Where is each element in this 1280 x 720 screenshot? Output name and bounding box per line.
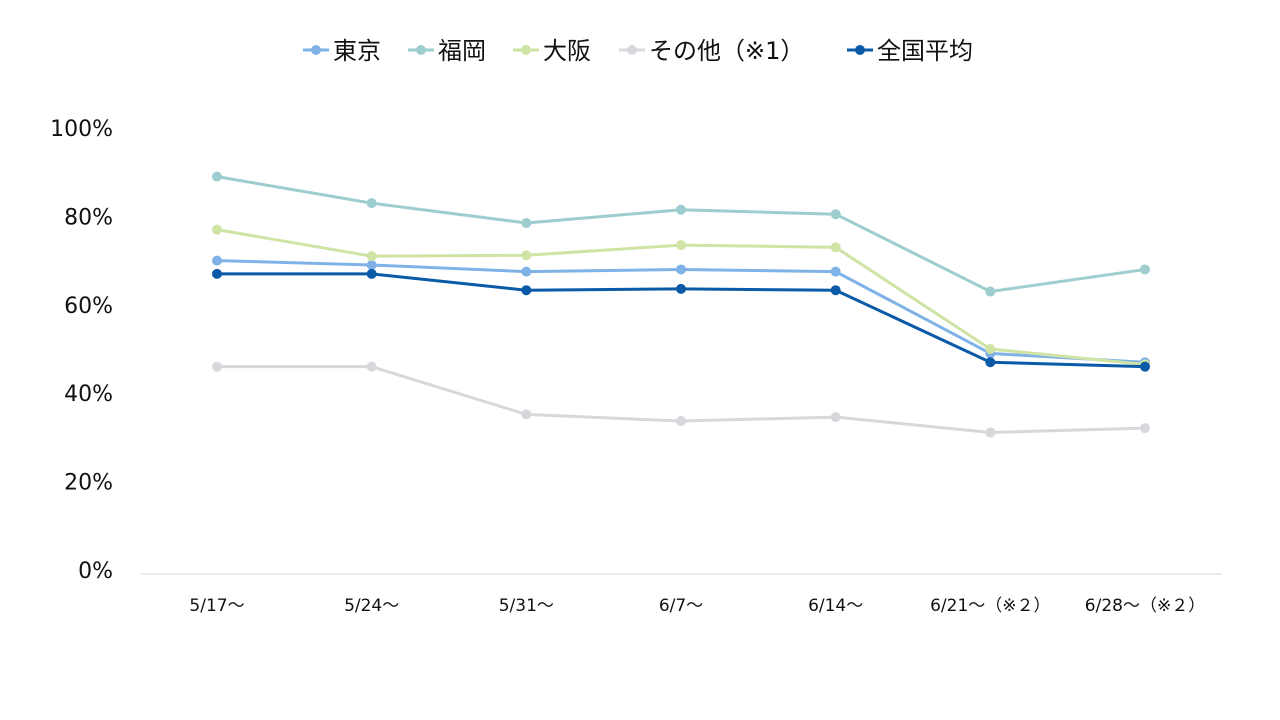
legend-item: 福岡 bbox=[408, 37, 486, 65]
legend-label: 福岡 bbox=[438, 37, 486, 65]
series-2 bbox=[212, 224, 1150, 370]
data-point bbox=[676, 416, 686, 427]
data-point bbox=[830, 266, 841, 277]
y-tick-label: 40% bbox=[64, 382, 113, 407]
data-point bbox=[366, 198, 377, 209]
chart-series bbox=[212, 171, 1150, 438]
y-axis: 0% 20% 40% 60% 80% 100% bbox=[50, 117, 113, 584]
x-tick-label: 5/24～ bbox=[344, 596, 399, 616]
x-tick-label: 6/14～ bbox=[808, 596, 863, 616]
y-tick-label: 100% bbox=[50, 117, 113, 142]
data-point bbox=[1140, 361, 1150, 372]
y-tick-label: 0% bbox=[78, 559, 113, 584]
data-point bbox=[366, 251, 377, 262]
data-point bbox=[1140, 423, 1150, 434]
data-point bbox=[521, 266, 532, 277]
x-tick-label: 6/28～（※２） bbox=[1085, 596, 1205, 616]
legend-label: 全国平均 bbox=[877, 37, 973, 65]
data-point bbox=[366, 361, 377, 372]
legend-item: 全国平均 bbox=[847, 37, 973, 65]
data-point bbox=[985, 344, 996, 354]
x-tick-label: 6/7～ bbox=[659, 596, 703, 616]
legend-item: 大阪 bbox=[513, 37, 591, 65]
x-axis: 5/17～ 5/24～ 5/31～ 6/7～ 6/14～ 6/21～（※２） 6/28～（※… bbox=[189, 596, 1205, 616]
chart-legend: 東京 福岡 大阪 その他（※1） 全国平均 bbox=[303, 37, 973, 65]
data-point bbox=[830, 412, 841, 423]
data-point bbox=[212, 255, 222, 266]
data-point bbox=[212, 224, 222, 235]
data-point bbox=[212, 171, 222, 182]
legend-label: その他（※1） bbox=[649, 37, 804, 65]
x-tick-label: 5/17～ bbox=[189, 596, 244, 616]
y-tick-label: 60% bbox=[64, 294, 113, 319]
data-point bbox=[1140, 264, 1150, 275]
data-point bbox=[830, 242, 841, 253]
data-point bbox=[830, 209, 841, 220]
legend-dot-marker bbox=[521, 45, 531, 55]
data-point bbox=[521, 409, 532, 420]
series-line bbox=[216, 259, 1146, 364]
data-point bbox=[212, 268, 222, 279]
legend-item: その他（※1） bbox=[619, 37, 804, 65]
data-point bbox=[985, 357, 996, 368]
x-tick-label: 6/21～（※２） bbox=[930, 596, 1050, 616]
series-3 bbox=[212, 361, 1150, 438]
data-point bbox=[521, 218, 532, 229]
legend-item: 東京 bbox=[303, 37, 381, 65]
data-point bbox=[676, 204, 686, 215]
legend-dot-marker bbox=[627, 45, 637, 55]
legend-label: 東京 bbox=[333, 37, 381, 65]
data-point bbox=[212, 361, 222, 372]
data-point bbox=[521, 285, 532, 296]
legend-label: 大阪 bbox=[543, 37, 591, 65]
x-tick-label: 5/31～ bbox=[499, 596, 554, 616]
y-tick-label: 20% bbox=[64, 471, 113, 496]
data-point bbox=[676, 283, 686, 294]
series-1 bbox=[212, 171, 1150, 297]
data-point bbox=[985, 427, 996, 438]
series-4 bbox=[212, 268, 1150, 372]
data-point bbox=[366, 268, 377, 279]
data-point bbox=[521, 250, 532, 261]
y-tick-label: 80% bbox=[64, 205, 113, 230]
data-point bbox=[830, 285, 841, 296]
data-point bbox=[366, 260, 377, 271]
legend-dot-marker bbox=[311, 45, 321, 55]
data-point bbox=[985, 286, 996, 297]
legend-dot-marker bbox=[416, 45, 426, 55]
data-point bbox=[676, 264, 686, 275]
legend-dot-marker bbox=[855, 45, 865, 55]
data-point bbox=[676, 240, 686, 251]
